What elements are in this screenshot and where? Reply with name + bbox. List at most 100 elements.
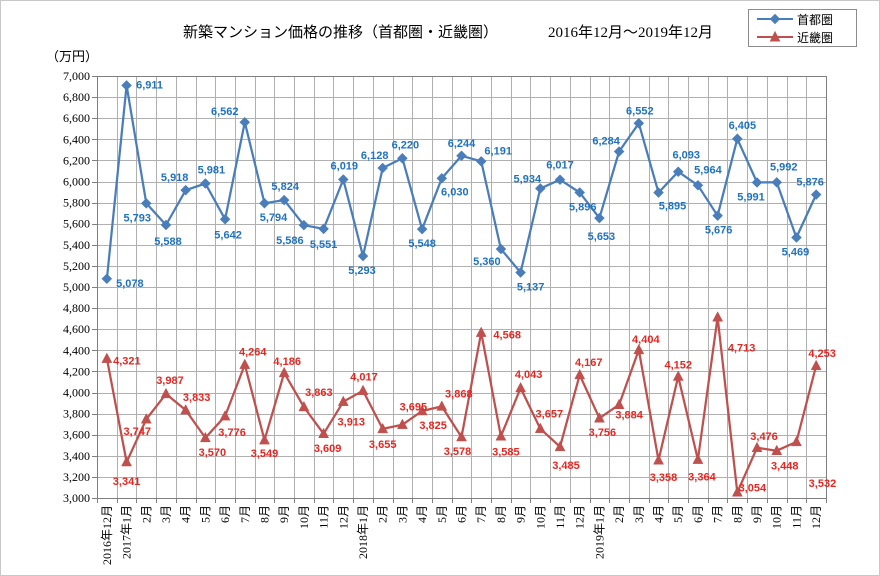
kinki-data-point <box>140 413 152 424</box>
x-tick-label: 7月 <box>238 505 252 523</box>
shutoken-data-label: 5,991 <box>737 191 765 203</box>
x-tick-label: 12月 <box>336 505 350 529</box>
shutoken-data-label: 5,824 <box>271 181 299 193</box>
kinki-data-point <box>495 430 507 441</box>
y-tick-label: 4,200 <box>63 364 90 378</box>
x-tick-label: 2月 <box>376 505 390 523</box>
shutoken-data-point <box>456 150 467 162</box>
shutoken-data-point <box>751 177 763 188</box>
kinki-data-point <box>534 422 546 433</box>
shutoken-data-point <box>554 174 566 186</box>
kinki-data-point <box>160 387 172 399</box>
x-tick-label: 2017年1月 <box>120 505 134 559</box>
shutoken-data-label: 5,078 <box>116 278 144 290</box>
shutoken-data-label: 5,793 <box>123 212 151 224</box>
y-tick-label: 4,800 <box>63 301 90 315</box>
shutoken-data-label: 6,552 <box>626 105 654 117</box>
x-tick-label: 7月 <box>711 505 725 523</box>
kinki-data-point <box>731 486 743 497</box>
shutoken-data-label: 5,876 <box>796 177 824 189</box>
kinki-data-point <box>219 410 231 421</box>
y-tick-label: 6,200 <box>63 153 90 167</box>
y-tick-label: 7,000 <box>63 69 90 83</box>
shutoken-data-point <box>397 152 408 164</box>
shutoken-data-point <box>121 80 132 91</box>
x-tick-label: 6月 <box>691 505 705 523</box>
shutoken-data-label: 5,676 <box>705 225 733 237</box>
shutoken-data-label: 5,360 <box>473 256 501 268</box>
kinki-data-label: 4,253 <box>808 348 836 360</box>
kinki-data-point <box>771 444 783 455</box>
x-tick-label: 10月 <box>297 505 311 529</box>
x-tick-label: 2月 <box>139 505 153 523</box>
kinki-data-label: 3,448 <box>771 461 799 473</box>
kinki-data-point <box>101 352 113 363</box>
x-tick-label: 8月 <box>257 505 271 523</box>
shutoken-data-point <box>574 187 586 198</box>
shutoken-data-label: 6,244 <box>448 138 476 150</box>
shutoken-data-point <box>515 267 526 278</box>
kinki-data-label: 3,884 <box>615 410 643 422</box>
kinki-data-point <box>574 368 586 380</box>
y-tick-label: 3,600 <box>63 428 90 442</box>
y-tick-label: 6,600 <box>63 111 90 125</box>
kinki-data-label: 3,657 <box>536 409 564 421</box>
shutoken-data-point <box>298 219 310 231</box>
kinki-data-label: 3,776 <box>218 427 246 439</box>
shutoken-data-point <box>791 232 802 243</box>
x-tick-label: 3月 <box>632 505 646 523</box>
kinki-data-label: 3,358 <box>650 472 678 484</box>
shutoken-data-point <box>672 166 684 178</box>
y-tick-label: 5,000 <box>63 280 90 294</box>
y-tick-label: 4,000 <box>63 386 90 400</box>
kinki-data-point <box>416 404 428 416</box>
x-tick-label: 5月 <box>671 505 685 523</box>
series-layer <box>101 80 822 497</box>
kinki-data-label: 3,532 <box>809 478 837 490</box>
kinki-data-point <box>633 343 645 355</box>
kinki-data-label: 3,609 <box>314 443 342 455</box>
x-tick-label: 2019年1月 <box>592 505 606 559</box>
kinki-data-point <box>554 440 566 452</box>
shutoken-data-label: 6,562 <box>211 106 239 118</box>
kinki-data-point <box>653 454 664 465</box>
kinki-data-label: 3,585 <box>492 446 520 458</box>
x-tick-label: 6月 <box>218 505 232 523</box>
kinki-data-point <box>791 435 802 447</box>
shutoken-data-point <box>534 183 546 194</box>
kinki-data-label: 4,017 <box>350 372 378 384</box>
shutoken-data-label: 5,918 <box>161 172 189 184</box>
legend-label-shutoken: 首都圏 <box>797 12 834 27</box>
y-tick-label: 4,400 <box>63 343 90 357</box>
shutoken-data-label: 5,992 <box>770 161 798 173</box>
kinki-data-label: 4,404 <box>632 334 660 346</box>
x-tick-label: 7月 <box>474 505 488 523</box>
kinki-data-label: 3,756 <box>589 427 617 439</box>
shutoken-data-label: 5,653 <box>588 231 616 243</box>
kinki-data-point <box>298 400 310 412</box>
shutoken-data-point <box>810 189 822 200</box>
legend: 首都圏 近畿圏 <box>748 9 857 47</box>
shutoken-data-label: 5,794 <box>260 212 288 224</box>
kinki-data-point <box>278 366 290 378</box>
shutoken-data-label: 6,017 <box>546 160 574 172</box>
shutoken-data-point <box>475 155 487 167</box>
shutoken-data-label: 5,896 <box>569 201 597 213</box>
kinki-data-label: 4,568 <box>493 330 521 342</box>
shutoken-data-label: 5,469 <box>782 247 810 259</box>
kinki-data-point <box>436 400 448 411</box>
shutoken-data-label: 6,911 <box>136 79 163 91</box>
kinki-data-point <box>121 455 132 467</box>
shutoken-data-point <box>416 223 428 235</box>
shutoken-data-label: 6,220 <box>392 139 420 151</box>
kinki-data-point <box>810 359 822 371</box>
kinki-data-label: 4,321 <box>113 356 141 368</box>
x-tick-label: 9月 <box>514 505 528 523</box>
shutoken-data-label: 5,548 <box>408 238 436 250</box>
x-tick-label: 3月 <box>395 505 409 523</box>
kinki-data-label: 3,341 <box>113 476 141 488</box>
x-tick-label: 11月 <box>789 505 803 529</box>
shutoken-data-point <box>200 178 211 189</box>
